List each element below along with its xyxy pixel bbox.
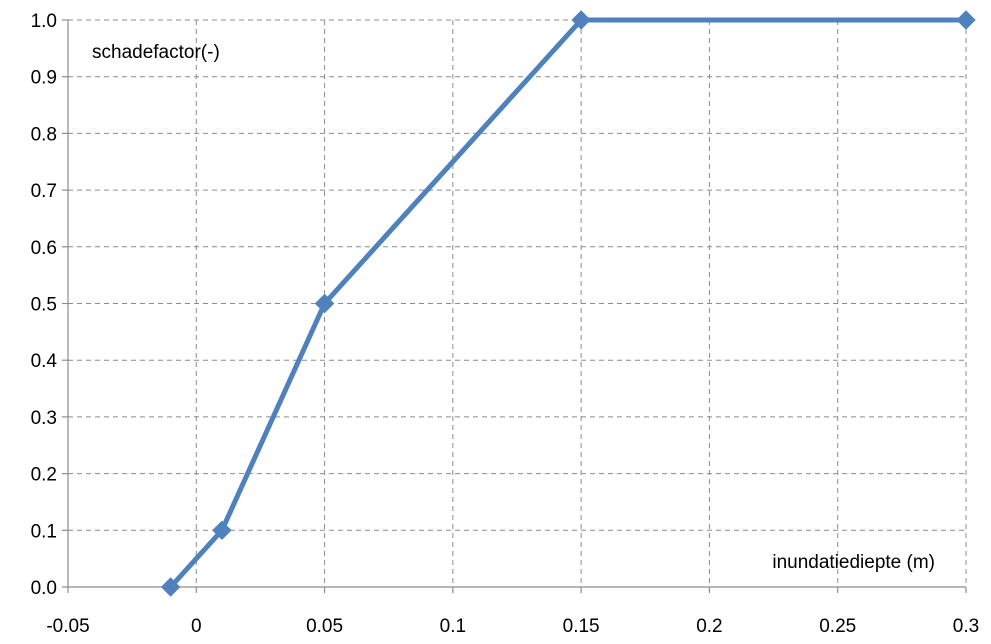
- y-tick-label: 0.7: [31, 181, 57, 202]
- x-tick-label: 0: [191, 616, 202, 637]
- x-tick-labels: -0.05 0 0.05 0.1 0.15 0.2 0.25 0.3: [46, 616, 979, 637]
- y-tick-label: 0.3: [31, 408, 57, 429]
- x-tick-label: 0.15: [563, 616, 600, 637]
- data-point-marker: [212, 520, 232, 541]
- y-tick-label: 0.6: [31, 238, 57, 259]
- y-tick-label: 0.8: [31, 124, 57, 145]
- y-axis-title: schadefactor(-): [92, 42, 220, 63]
- y-tick-label: 0.0: [31, 578, 57, 599]
- x-tick-label: 0.25: [819, 616, 856, 637]
- x-tick-label: 0.3: [953, 616, 979, 637]
- y-tick-label: 1.0: [31, 11, 57, 32]
- data-point-marker: [571, 10, 591, 30]
- y-tick-label: 0.1: [31, 521, 57, 542]
- x-tick-label: 0.05: [306, 616, 343, 637]
- x-tick-label: 0.2: [696, 616, 722, 637]
- x-axis-title: inundatiediepte (m): [772, 552, 935, 573]
- x-tick-label: 0.1: [440, 616, 466, 637]
- y-tick-label: 0.4: [31, 351, 58, 372]
- y-tick-label: 0.2: [31, 465, 57, 486]
- data-point-marker: [956, 10, 976, 30]
- y-tick-label: 0.5: [31, 295, 57, 316]
- data-point-marker: [314, 293, 335, 314]
- y-tick-label: 0.9: [31, 68, 57, 89]
- data-point-marker: [160, 577, 181, 597]
- axes: [67, 20, 966, 588]
- y-tick-labels: 0.0 0.1 0.2 0.3 0.4 0.5 0.6 0.7 0.8 0.9 1.0: [31, 11, 58, 599]
- series: [160, 10, 976, 597]
- grid: [62, 19, 967, 593]
- x-tick-label: -0.05: [46, 616, 89, 637]
